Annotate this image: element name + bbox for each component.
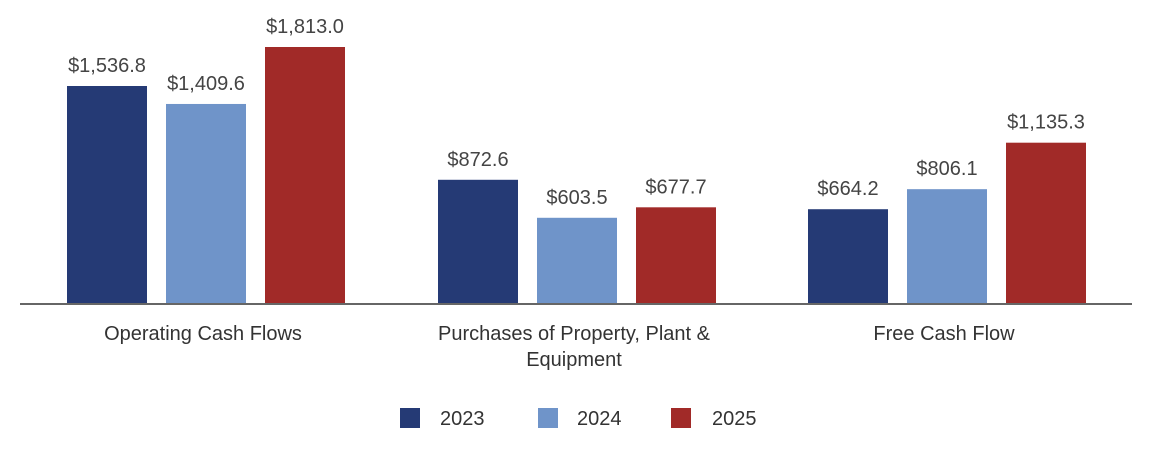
category-label-2-line-0: Free Cash Flow xyxy=(873,323,1015,345)
value-labels-layer: $1,536.8 $872.6 $664.2 $1,409.6 $603.5 $806.1… xyxy=(68,16,1085,209)
category-label-1-line-1: Equipment xyxy=(526,349,622,371)
bar-2023-cat-1 xyxy=(438,179,518,303)
category-labels-layer: Operating Cash Flows Purchases of Propert… xyxy=(104,323,1015,371)
legend-label-2025: 2025 xyxy=(712,408,757,430)
legend-swatch-2025 xyxy=(671,408,691,428)
value-label-2025-cat-2: $1,135.3 xyxy=(1007,112,1085,134)
value-label-2023-cat-1: $872.6 xyxy=(447,149,508,171)
bar-2025-cat-0 xyxy=(265,47,345,303)
bar-2024-cat-1 xyxy=(537,217,617,303)
value-label-2024-cat-2: $806.1 xyxy=(916,158,977,180)
legend-label-2024: 2024 xyxy=(577,408,622,430)
category-label-0-line-0: Operating Cash Flows xyxy=(104,323,302,345)
value-label-2025-cat-0: $1,813.0 xyxy=(266,16,344,38)
bar-2023-cat-2 xyxy=(808,209,888,303)
bar-2023-cat-0 xyxy=(67,86,147,303)
bars-layer xyxy=(67,47,1086,303)
bar-2024-cat-0 xyxy=(166,103,246,303)
bar-2024-cat-2 xyxy=(907,189,987,303)
value-label-2023-cat-0: $1,536.8 xyxy=(68,55,146,77)
value-label-2024-cat-0: $1,409.6 xyxy=(167,73,245,95)
legend-swatch-2024 xyxy=(538,408,558,428)
value-label-2024-cat-1: $603.5 xyxy=(546,187,607,209)
legend: 2023 2024 2025 xyxy=(400,408,757,430)
category-label-1-line-0: Purchases of Property, Plant & xyxy=(438,323,711,345)
bar-2025-cat-1 xyxy=(636,207,716,303)
bar-2025-cat-2 xyxy=(1006,142,1086,303)
legend-swatch-2023 xyxy=(400,408,420,428)
value-label-2025-cat-1: $677.7 xyxy=(645,176,706,198)
legend-label-2023: 2023 xyxy=(440,408,485,430)
value-label-2023-cat-2: $664.2 xyxy=(817,178,878,200)
